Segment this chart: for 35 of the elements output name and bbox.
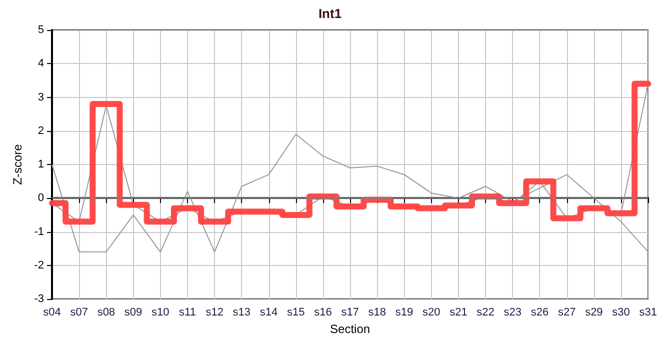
y-tick-label: -3 (34, 293, 44, 305)
y-tick-label: 2 (38, 124, 44, 137)
x-tick-label: s08 (97, 306, 116, 318)
y-tick-label: 5 (38, 24, 44, 36)
x-tick-label: s27 (558, 306, 576, 318)
y-tick-label: 1 (38, 158, 44, 170)
x-tick-label: s15 (286, 306, 305, 318)
x-tick-label: s22 (476, 306, 494, 318)
x-tick-label: s10 (152, 306, 170, 318)
x-tick-label: s07 (70, 306, 88, 318)
x-axis-title: Section (330, 322, 370, 336)
x-tick-label: s04 (43, 306, 61, 318)
x-tick-label: s11 (179, 306, 196, 318)
y-tick-label: -1 (34, 226, 44, 238)
x-tick-label: s18 (368, 306, 386, 318)
x-tick-label: s31 (639, 306, 658, 318)
x-tick-label: s26 (530, 306, 549, 318)
y-tick-label: 4 (38, 58, 44, 70)
chart-title: Int1 (318, 6, 342, 21)
x-tick-label: s13 (232, 306, 251, 318)
x-tick-label: s12 (206, 306, 224, 318)
x-tick-label: s14 (260, 306, 278, 318)
y-tick-label: -2 (34, 259, 44, 272)
x-tick-label: s20 (422, 306, 440, 318)
x-tick-label: s09 (124, 306, 142, 318)
x-tick-label: s21 (450, 306, 468, 318)
x-tick-label: s17 (341, 306, 359, 318)
y-axis-title: Z-score (10, 144, 24, 185)
x-tick-label: s23 (504, 306, 522, 318)
y-tick-label: 0 (38, 192, 44, 204)
x-tick-label: s29 (585, 306, 603, 318)
x-tick-label: s16 (314, 306, 332, 318)
x-tick-label: s19 (395, 306, 414, 318)
y-tick-label: 3 (38, 91, 44, 104)
x-tick-label: s30 (612, 306, 630, 318)
